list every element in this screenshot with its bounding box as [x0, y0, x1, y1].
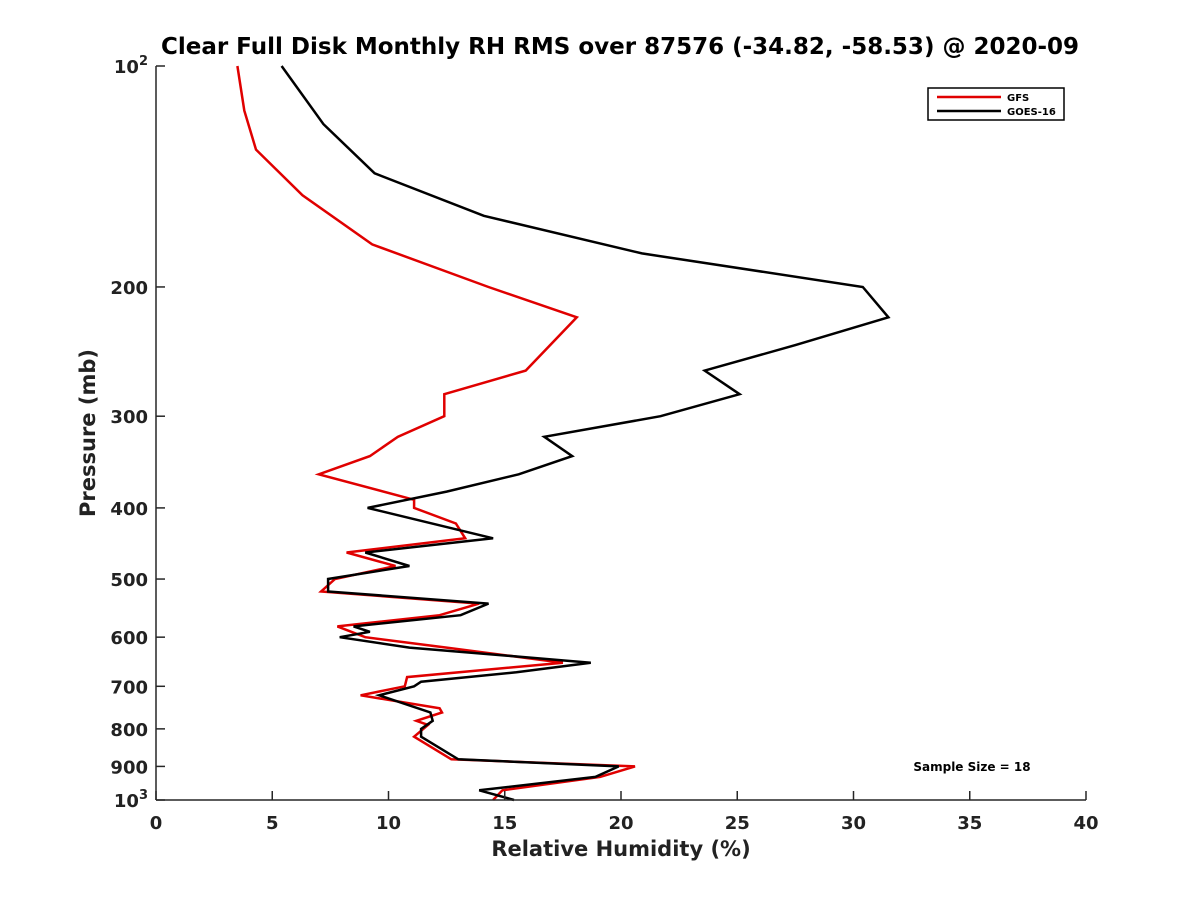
x-tick-label: 20 — [608, 813, 633, 834]
x-tick-label: 25 — [725, 813, 750, 834]
x-tick-label: 40 — [1073, 813, 1098, 834]
y-tick-label: 103 — [114, 788, 148, 812]
y-tick-label: 200 — [110, 278, 148, 299]
x-ticks: 0 5 10 15 20 25 30 35 40 — [150, 791, 1099, 834]
x-tick-label: 10 — [376, 813, 401, 834]
y-tick-label: 900 — [110, 757, 148, 778]
series-line-goes16 — [280, 65, 891, 802]
chart-title: Clear Full Disk Monthly RH RMS over 8757… — [161, 34, 1079, 60]
x-tick-label: 30 — [841, 813, 866, 834]
y-axis-label: Pressure (mb) — [76, 349, 100, 517]
x-axis-label: Relative Humidity (%) — [491, 837, 750, 861]
x-tick-label: 35 — [957, 813, 982, 834]
x-tick-label: 0 — [150, 813, 163, 834]
legend-label-goes16: GOES-16 — [1007, 107, 1056, 118]
legend-label-gfs: GFS — [1007, 93, 1029, 104]
y-tick-label: 700 — [110, 677, 148, 698]
x-tick-label: 15 — [492, 813, 517, 834]
series-layer — [236, 65, 891, 802]
y-tick-label: 102 — [114, 54, 148, 78]
legend-box — [927, 87, 1065, 121]
legend: GFS GOES-16 — [927, 87, 1065, 121]
y-tick-label: 800 — [110, 720, 148, 741]
y-tick-label: 600 — [110, 628, 148, 649]
plot-area: 0 5 10 15 20 25 30 35 40 102 200 300 400 500 600 700 80… — [110, 54, 1098, 834]
sample-size-annotation: Sample Size = 18 — [913, 760, 1030, 774]
y-ticks: 102 200 300 400 500 600 700 800 900 103 — [110, 54, 165, 812]
x-tick-label: 5 — [266, 813, 279, 834]
y-tick-label: 400 — [110, 499, 148, 520]
y-tick-label: 300 — [110, 407, 148, 428]
y-tick-label: 500 — [110, 570, 148, 591]
